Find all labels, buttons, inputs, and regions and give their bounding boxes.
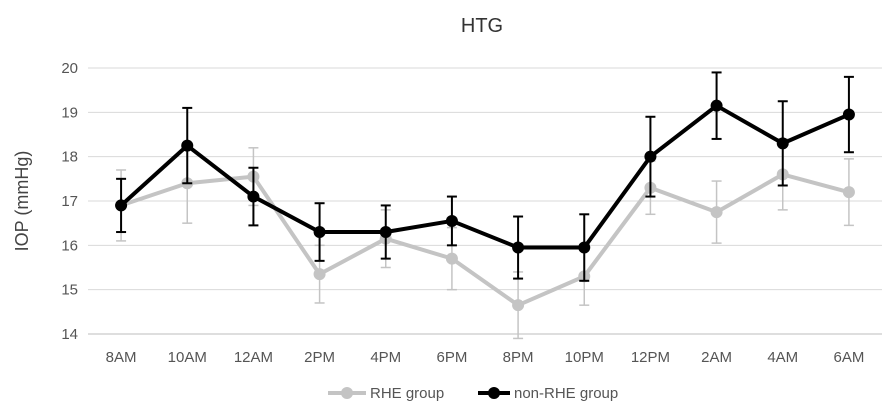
data-point	[313, 268, 326, 281]
data-point	[313, 226, 326, 239]
y-tick-label: 15	[61, 282, 78, 299]
data-point	[379, 226, 392, 239]
data-point	[181, 139, 194, 152]
data-point	[842, 108, 855, 121]
data-point	[115, 199, 128, 212]
data-point	[842, 186, 855, 199]
data-point	[644, 150, 657, 163]
x-tick-label: 4PM	[370, 349, 401, 366]
data-point	[247, 190, 260, 203]
legend-swatch-marker	[341, 387, 353, 399]
data-point	[445, 252, 458, 265]
data-point	[512, 299, 525, 312]
data-point	[578, 241, 591, 254]
x-tick-labels: 8AM 10AM 12AM 2PM 4PM 6PM 8PM 10PM 12PM 2AM 4AM 6AM	[106, 349, 865, 366]
y-axis-label: IOP (mmHg)	[12, 151, 32, 252]
data-point	[710, 206, 723, 219]
x-tick-label: 6AM	[833, 349, 864, 366]
y-tick-label: 20	[61, 60, 78, 77]
y-tick-label: 14	[61, 326, 78, 343]
data-point	[445, 214, 458, 227]
legend-label: non-RHE group	[514, 385, 618, 402]
x-tick-label: 2PM	[304, 349, 335, 366]
x-tick-label: 4AM	[767, 349, 798, 366]
y-tick-label: 16	[61, 237, 78, 254]
x-tick-label: 12AM	[234, 349, 273, 366]
legend-swatch-marker	[488, 387, 500, 399]
y-tick-label: 19	[61, 104, 78, 121]
series-rhe-group	[115, 138, 855, 340]
legend-label: RHE group	[370, 385, 444, 402]
data-point	[710, 99, 723, 112]
series-line	[119, 103, 850, 250]
data-point	[512, 241, 525, 254]
grid	[88, 67, 882, 335]
y-tick-labels: 14 15 16 17 18 19 20	[61, 60, 78, 343]
series-group	[115, 71, 855, 340]
data-point	[776, 137, 789, 150]
series-line	[120, 172, 850, 308]
x-tick-label: 8AM	[106, 349, 137, 366]
y-tick-label: 18	[61, 149, 78, 166]
x-tick-label: 8PM	[503, 349, 534, 366]
chart-title: HTG	[461, 15, 503, 37]
legend: RHE group non-RHE group	[328, 385, 618, 402]
series-non-rhe-group	[115, 71, 855, 282]
x-tick-label: 12PM	[631, 349, 670, 366]
x-tick-label: 2AM	[701, 349, 732, 366]
x-tick-label: 6PM	[436, 349, 467, 366]
x-tick-label: 10PM	[565, 349, 604, 366]
x-tick-label: 10AM	[168, 349, 207, 366]
y-tick-label: 17	[61, 193, 78, 210]
